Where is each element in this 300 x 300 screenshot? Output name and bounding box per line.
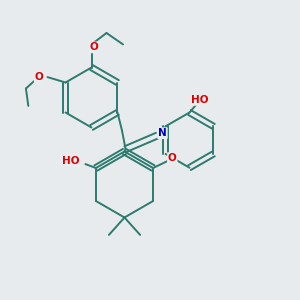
Text: N: N <box>158 128 167 138</box>
Text: O: O <box>168 153 177 163</box>
Text: O: O <box>89 42 98 52</box>
Text: HO: HO <box>191 95 209 105</box>
Text: HO: HO <box>62 156 80 166</box>
Text: O: O <box>35 72 44 82</box>
